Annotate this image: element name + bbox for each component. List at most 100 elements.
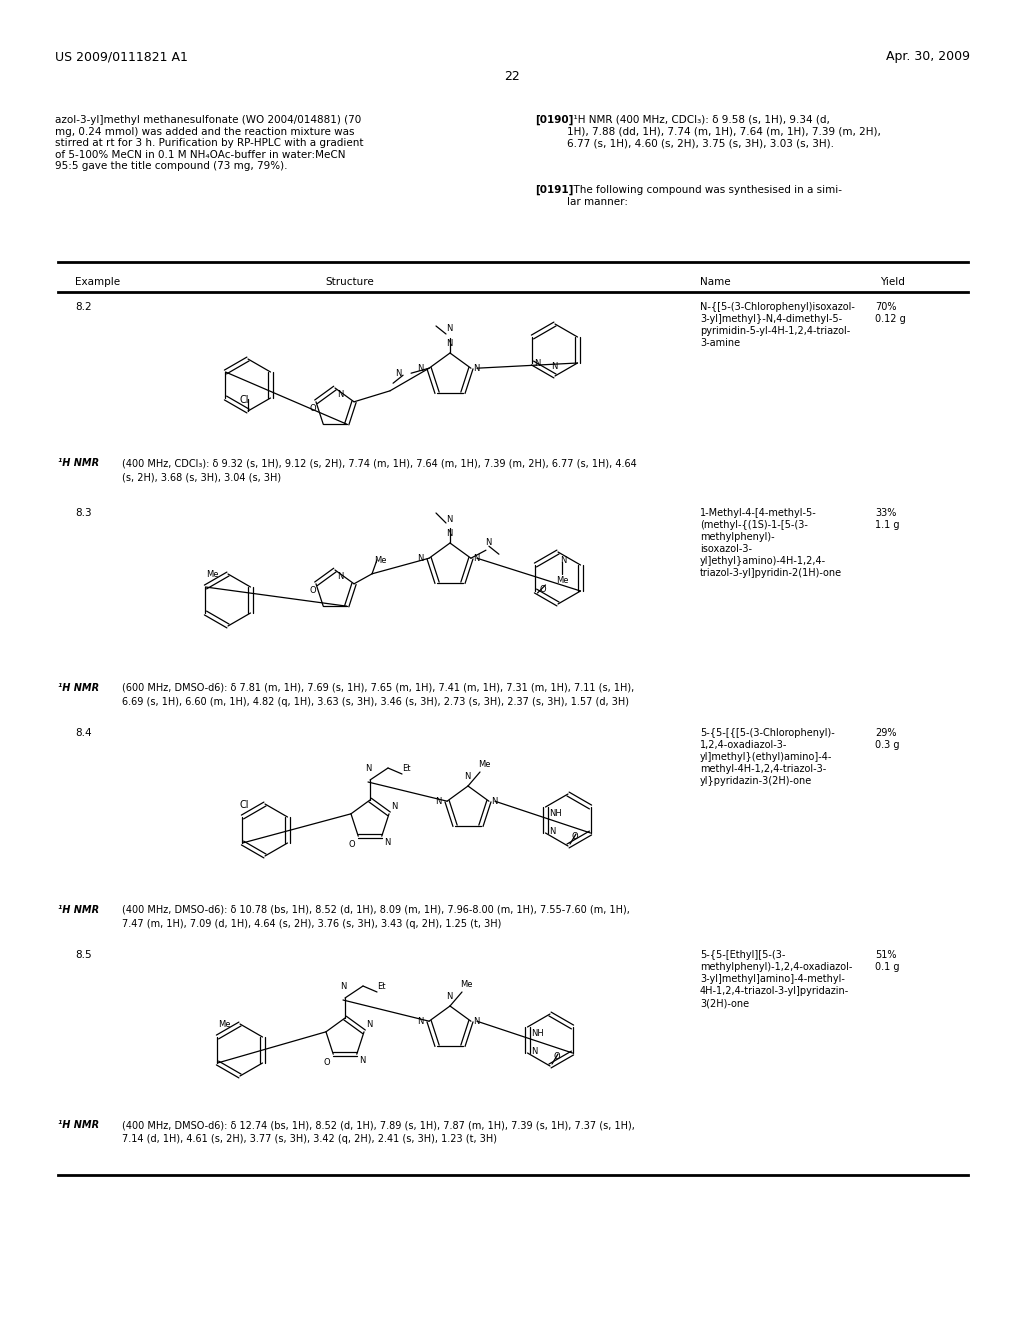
Text: N: N — [391, 801, 397, 810]
Text: N: N — [446, 529, 453, 539]
Text: N: N — [337, 389, 343, 399]
Text: N: N — [446, 515, 453, 524]
Text: 1.1 g: 1.1 g — [874, 520, 899, 531]
Text: 7.14 (d, 1H), 4.61 (s, 2H), 3.77 (s, 3H), 3.42 (q, 2H), 2.41 (s, 3H), 1.23 (t, 3: 7.14 (d, 1H), 4.61 (s, 2H), 3.77 (s, 3H)… — [122, 1134, 497, 1144]
Text: O: O — [310, 404, 316, 413]
Text: Cl: Cl — [240, 395, 250, 405]
Text: O: O — [554, 1052, 560, 1061]
Text: O: O — [310, 586, 316, 595]
Text: Me: Me — [556, 576, 568, 585]
Text: yl]methyl}(ethyl)amino]-4-: yl]methyl}(ethyl)amino]-4- — [700, 752, 833, 762]
Text: azol-3-yl]methyl methanesulfonate (WO 2004/014881) (70
mg, 0.24 mmol) was added : azol-3-yl]methyl methanesulfonate (WO 20… — [55, 115, 364, 172]
Text: ¹H NMR: ¹H NMR — [58, 906, 99, 915]
Text: N: N — [384, 838, 390, 847]
Text: Me: Me — [218, 1020, 230, 1030]
Text: 8.3: 8.3 — [75, 508, 91, 517]
Text: NH: NH — [531, 1030, 544, 1038]
Text: O: O — [540, 585, 546, 594]
Text: N: N — [560, 556, 566, 565]
Text: 33%: 33% — [874, 508, 896, 517]
Text: N: N — [531, 1047, 538, 1056]
Text: N: N — [395, 370, 401, 379]
Text: 29%: 29% — [874, 729, 896, 738]
Text: Structure: Structure — [326, 277, 375, 286]
Text: 5-{5-[Ethyl][5-(3-: 5-{5-[Ethyl][5-(3- — [700, 950, 785, 960]
Text: 5-{5-[{[5-(3-Chlorophenyl)-: 5-{5-[{[5-(3-Chlorophenyl)- — [700, 729, 835, 738]
Text: N: N — [446, 993, 453, 1001]
Text: O: O — [348, 841, 355, 849]
Text: ¹H NMR: ¹H NMR — [58, 458, 99, 469]
Text: 3-amine: 3-amine — [700, 338, 740, 348]
Text: ¹H NMR: ¹H NMR — [58, 682, 99, 693]
Text: 8.2: 8.2 — [75, 302, 91, 312]
Text: O: O — [572, 832, 579, 841]
Text: yl]ethyl}amino)-4H-1,2,4-: yl]ethyl}amino)-4H-1,2,4- — [700, 556, 826, 566]
Text: The following compound was synthesised in a simi-
lar manner:: The following compound was synthesised i… — [567, 185, 842, 207]
Text: 3-yl]methyl}-N,4-dimethyl-5-: 3-yl]methyl}-N,4-dimethyl-5- — [700, 314, 842, 323]
Text: N: N — [550, 828, 556, 836]
Text: N: N — [340, 982, 346, 991]
Text: 1-Methyl-4-[4-methyl-5-: 1-Methyl-4-[4-methyl-5- — [700, 508, 817, 517]
Text: 70%: 70% — [874, 302, 896, 312]
Text: N: N — [366, 1020, 373, 1028]
Text: methyl-4H-1,2,4-triazol-3-: methyl-4H-1,2,4-triazol-3- — [700, 764, 826, 774]
Text: 7.47 (m, 1H), 7.09 (d, 1H), 4.64 (s, 2H), 3.76 (s, 3H), 3.43 (q, 2H), 1.25 (t, 3: 7.47 (m, 1H), 7.09 (d, 1H), 4.64 (s, 2H)… — [122, 919, 502, 929]
Text: (600 MHz, DMSO-d6): δ 7.81 (m, 1H), 7.69 (s, 1H), 7.65 (m, 1H), 7.41 (m, 1H), 7.: (600 MHz, DMSO-d6): δ 7.81 (m, 1H), 7.69… — [122, 682, 634, 693]
Text: 8.4: 8.4 — [75, 729, 91, 738]
Text: [0190]: [0190] — [535, 115, 573, 125]
Text: N: N — [435, 797, 441, 807]
Text: NH: NH — [550, 809, 562, 818]
Text: N: N — [417, 364, 424, 374]
Text: methylphenyl)-: methylphenyl)- — [700, 532, 774, 543]
Text: Cl: Cl — [239, 800, 249, 810]
Text: N: N — [485, 539, 492, 548]
Text: N: N — [365, 764, 372, 774]
Text: N: N — [417, 554, 424, 564]
Text: triazol-3-yl]pyridin-2(1H)-one: triazol-3-yl]pyridin-2(1H)-one — [700, 568, 842, 578]
Text: N: N — [446, 339, 453, 348]
Text: ¹H NMR: ¹H NMR — [58, 1119, 99, 1130]
Text: Example: Example — [75, 277, 120, 286]
Text: Name: Name — [700, 277, 731, 286]
Text: (400 MHz, CDCl₃): δ 9.32 (s, 1H), 9.12 (s, 2H), 7.74 (m, 1H), 7.64 (m, 1H), 7.39: (400 MHz, CDCl₃): δ 9.32 (s, 1H), 9.12 (… — [122, 458, 637, 469]
Text: N: N — [473, 1018, 479, 1026]
Text: 22: 22 — [504, 70, 520, 83]
Text: ¹H NMR (400 MHz, CDCl₃): δ 9.58 (s, 1H), 9.34 (d,
1H), 7.88 (dd, 1H), 7.74 (m, 1: ¹H NMR (400 MHz, CDCl₃): δ 9.58 (s, 1H),… — [567, 115, 881, 148]
Text: N: N — [417, 1018, 424, 1026]
Text: Me: Me — [460, 979, 472, 989]
Text: [0191]: [0191] — [535, 185, 573, 195]
Text: Et: Et — [377, 982, 385, 991]
Text: yl}pyridazin-3(2H)-one: yl}pyridazin-3(2H)-one — [700, 776, 812, 785]
Text: N: N — [473, 364, 479, 374]
Text: Yield: Yield — [880, 277, 905, 286]
Text: N: N — [446, 323, 453, 333]
Text: 1,2,4-oxadiazol-3-: 1,2,4-oxadiazol-3- — [700, 741, 787, 750]
Text: (s, 2H), 3.68 (s, 3H), 3.04 (s, 3H): (s, 2H), 3.68 (s, 3H), 3.04 (s, 3H) — [122, 473, 282, 482]
Text: 0.12 g: 0.12 g — [874, 314, 906, 323]
Text: Et: Et — [402, 764, 411, 774]
Text: pyrimidin-5-yl-4H-1,2,4-triazol-: pyrimidin-5-yl-4H-1,2,4-triazol- — [700, 326, 850, 337]
Text: N: N — [535, 359, 541, 368]
Text: Me: Me — [478, 760, 490, 770]
Text: 51%: 51% — [874, 950, 896, 960]
Text: (400 MHz, DMSO-d6): δ 10.78 (bs, 1H), 8.52 (d, 1H), 8.09 (m, 1H), 7.96-8.00 (m, : (400 MHz, DMSO-d6): δ 10.78 (bs, 1H), 8.… — [122, 906, 630, 915]
Text: 8.5: 8.5 — [75, 950, 91, 960]
Text: N: N — [490, 797, 498, 807]
Text: (400 MHz, DMSO-d6): δ 12.74 (bs, 1H), 8.52 (d, 1H), 7.89 (s, 1H), 7.87 (m, 1H), : (400 MHz, DMSO-d6): δ 12.74 (bs, 1H), 8.… — [122, 1119, 635, 1130]
Text: N: N — [358, 1056, 366, 1065]
Text: US 2009/0111821 A1: US 2009/0111821 A1 — [55, 50, 187, 63]
Text: 3(2H)-one: 3(2H)-one — [700, 998, 750, 1008]
Text: N: N — [473, 554, 479, 564]
Text: N-{[5-(3-Chlorophenyl)isoxazol-: N-{[5-(3-Chlorophenyl)isoxazol- — [700, 302, 855, 312]
Text: isoxazol-3-: isoxazol-3- — [700, 544, 752, 554]
Text: 0.1 g: 0.1 g — [874, 962, 899, 972]
Text: 3-yl]methyl]amino]-4-methyl-: 3-yl]methyl]amino]-4-methyl- — [700, 974, 845, 983]
Text: N: N — [337, 572, 343, 581]
Text: N: N — [551, 362, 557, 371]
Text: 0.3 g: 0.3 g — [874, 741, 899, 750]
Text: Apr. 30, 2009: Apr. 30, 2009 — [886, 50, 970, 63]
Text: 4H-1,2,4-triazol-3-yl]pyridazin-: 4H-1,2,4-triazol-3-yl]pyridazin- — [700, 986, 849, 997]
Text: Me: Me — [206, 570, 218, 579]
Text: 6.69 (s, 1H), 6.60 (m, 1H), 4.82 (q, 1H), 3.63 (s, 3H), 3.46 (s, 3H), 2.73 (s, 3: 6.69 (s, 1H), 6.60 (m, 1H), 4.82 (q, 1H)… — [122, 697, 629, 708]
Text: Me: Me — [374, 556, 386, 565]
